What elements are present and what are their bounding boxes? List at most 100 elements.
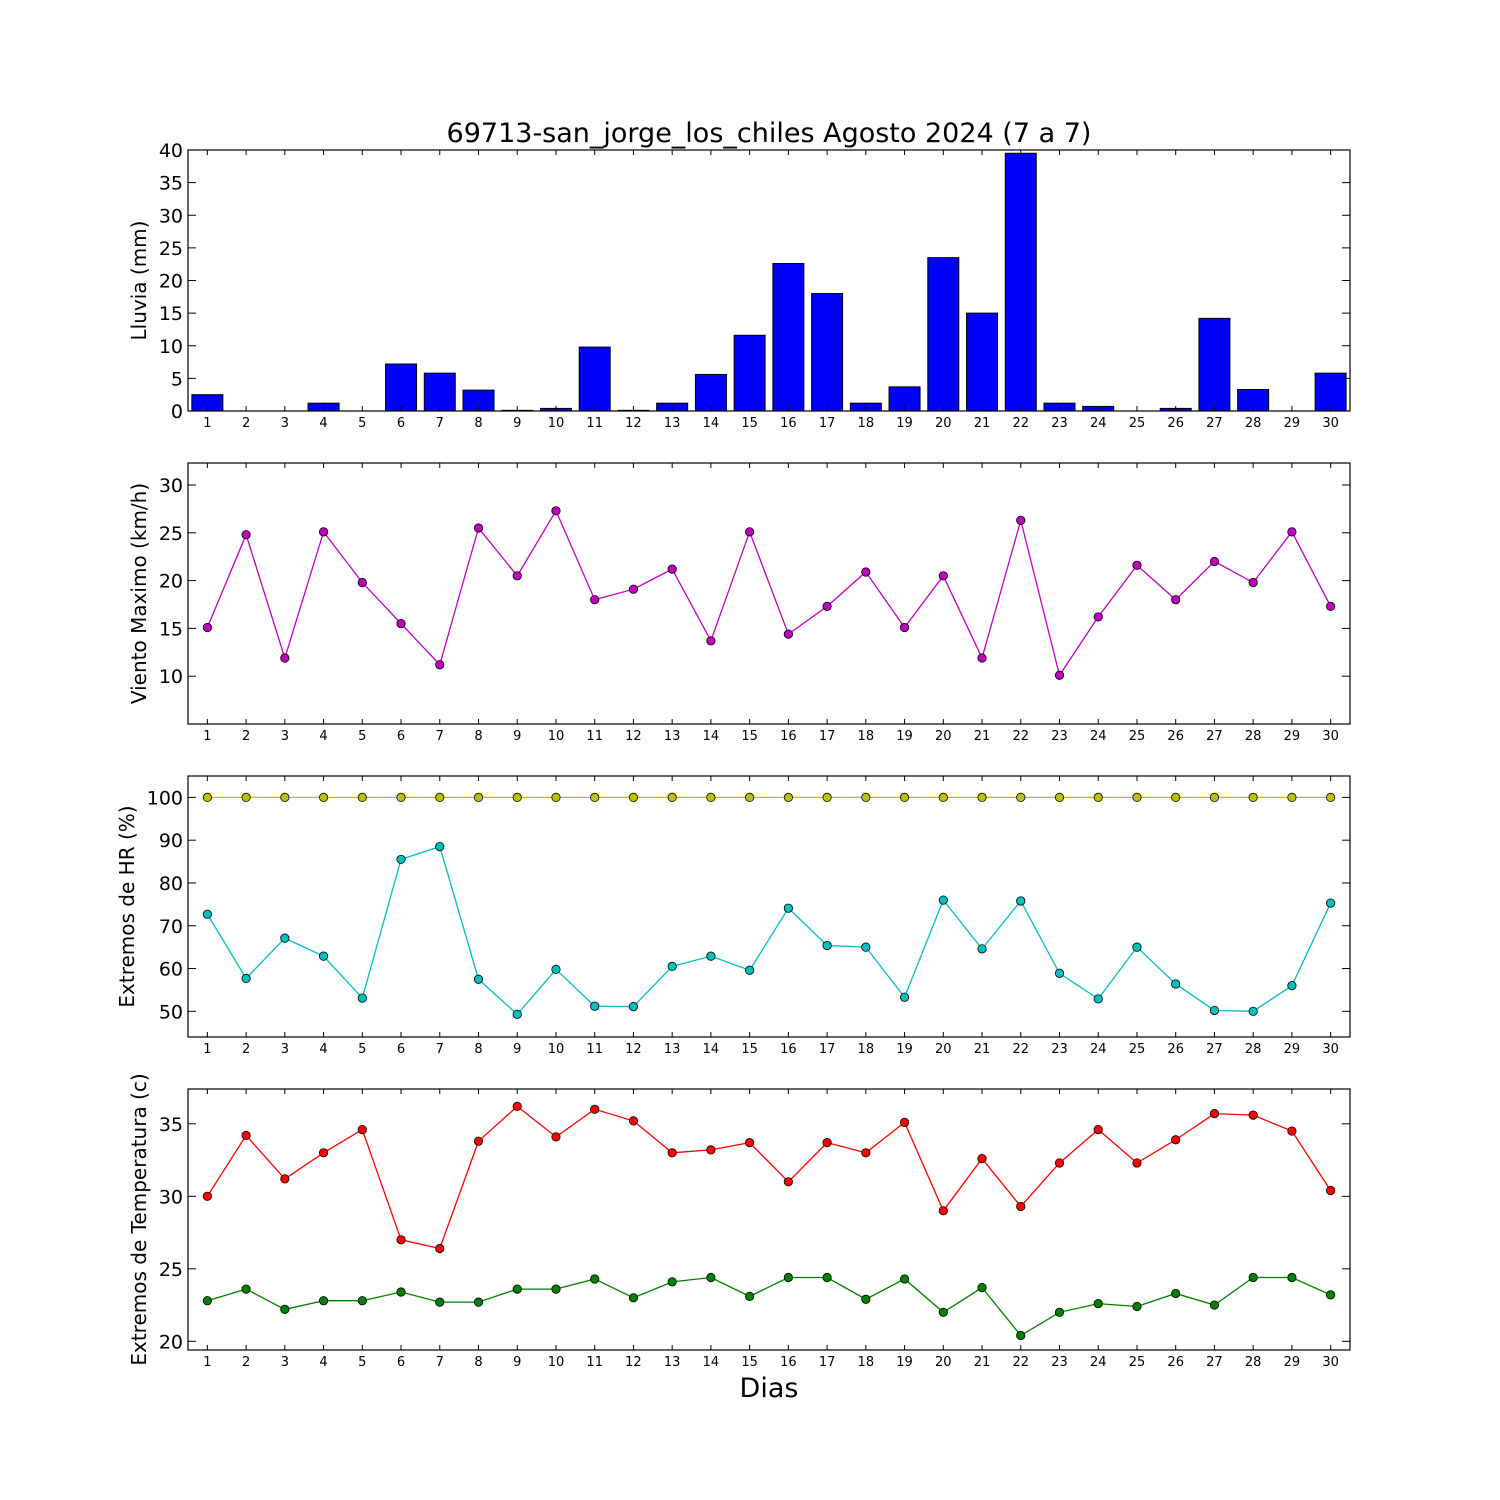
panel-lluvia-mm-ytick-label-40: 40 <box>159 140 183 162</box>
panel-extremos-de-hr-series-2-point-day-19 <box>899 992 910 1002</box>
panel-extremos-de-hr-series-1-point-day-28 <box>1248 792 1258 802</box>
panel-viento-maximo-km-h-series-1-point-day-8 <box>473 523 484 533</box>
panel-extremos-de-temperatura-c-series-1-point-day-1 <box>202 1191 212 1201</box>
panel-viento-maximo-km-h-xtick-label-8: 8 <box>474 729 482 744</box>
panel-viento-maximo-km-h-series-1-point-day-21 <box>977 653 987 663</box>
panel-extremos-de-temperatura-c-series-2-point-day-23 <box>1054 1307 1065 1317</box>
panel-viento-maximo-km-h-ytick-label-25: 25 <box>159 523 183 545</box>
panel-extremos-de-temperatura-c-series-2-point-day-15 <box>745 1291 755 1301</box>
panel-extremos-de-hr-series-2-point-day-7 <box>435 841 445 852</box>
panel-extremos-de-hr-series-2-point-day-16 <box>783 903 793 913</box>
panel-extremos-de-temperatura-c-series-2-line <box>207 1276 1331 1337</box>
panel-extremos-de-temperatura-c-xtick-label-13: 13 <box>664 1355 681 1370</box>
panel-extremos-de-temperatura-c-xtick-label-29: 29 <box>1284 1355 1301 1370</box>
panel-extremos-de-hr-series-2-point-day-13 <box>667 961 677 972</box>
panel-lluvia-mm-ytick-label-0: 0 <box>171 401 183 423</box>
panel-extremos-de-hr-series-1-point-day-14 <box>706 792 716 802</box>
panel-extremos-de-temperatura-c-series-1-point-day-16 <box>783 1177 793 1187</box>
panel-extremos-de-temperatura-c-xtick-label-30: 30 <box>1322 1355 1339 1370</box>
panel-lluvia-mm-xtick-label-3: 3 <box>281 416 289 431</box>
panel-extremos-de-hr-xtick-label-9: 9 <box>513 1042 521 1057</box>
panel-extremos-de-temperatura-c-series-1-point-day-28 <box>1248 1110 1258 1120</box>
panel-viento-maximo-km-h-series-1-point-day-28 <box>1248 577 1258 588</box>
panel-extremos-de-hr-series-1-point-day-20 <box>938 792 948 802</box>
x-axis-label: Dias <box>740 1373 799 1404</box>
panel-lluvia-mm-bar-day-7 <box>423 372 456 412</box>
panel-extremos-de-temperatura-c-xtick-label-4: 4 <box>319 1355 327 1370</box>
panel-extremos-de-temperatura-c-series-1-line <box>206 1105 1332 1250</box>
panel-extremos-de-hr-series-1-point-day-18 <box>861 792 871 802</box>
panel-viento-maximo-km-h-series-1-point-day-12 <box>628 584 639 594</box>
panel-extremos-de-hr-xtick-label-16: 16 <box>780 1042 797 1057</box>
panel-extremos-de-temperatura-c-series-2-point-day-26 <box>1171 1288 1181 1299</box>
panel-extremos-de-temperatura-c-series-1-point-day-10 <box>551 1132 561 1142</box>
panel-extremos-de-temperatura-c-series-2-point-day-11 <box>590 1274 600 1284</box>
panel-extremos-de-hr-series-1-point-day-4 <box>318 792 329 802</box>
panel-lluvia-mm-xtick-label-19: 19 <box>896 416 913 431</box>
panel-extremos-de-temperatura-c-ytick-label-20: 20 <box>159 1331 183 1353</box>
panel-extremos-de-hr-series-1-point-day-3 <box>280 792 290 802</box>
panel-viento-maximo-km-h-xtick-label-2: 2 <box>242 729 250 744</box>
panel-lluvia-mm-bar-day-30 <box>1314 372 1347 412</box>
panel-lluvia-mm-xtick-label-5: 5 <box>358 416 366 431</box>
panel-extremos-de-hr-series-1-point-day-19 <box>899 792 910 802</box>
panel-extremos-de-hr-series-1-point-day-9 <box>512 792 522 802</box>
panel-extremos-de-temperatura-c-series-2-point-day-7 <box>435 1297 445 1307</box>
panel-viento-maximo-km-h-series-1-point-day-26 <box>1171 595 1181 605</box>
panel-viento-maximo-km-h-xtick-label-14: 14 <box>703 729 720 744</box>
panel-lluvia-mm-xtick-label-21: 21 <box>974 416 991 431</box>
panel-extremos-de-temperatura-c-series-2-point-day-24 <box>1093 1299 1103 1309</box>
panel-extremos-de-temperatura-c-series-2-point-day-5 <box>357 1296 367 1306</box>
panel-extremos-de-temperatura-c-ytick-label-25: 25 <box>159 1259 183 1281</box>
panel-lluvia-mm-xtick-label-20: 20 <box>935 416 952 431</box>
panel-extremos-de-hr-ytick-label-90: 90 <box>159 830 183 852</box>
panel-extremos-de-temperatura-c-ylabel: Extremos de Temperatura (c) <box>127 1073 151 1365</box>
panel-extremos-de-temperatura-c-xtick-label-15: 15 <box>741 1355 758 1370</box>
panel-extremos-de-hr-ylabel: Extremos de HR (%) <box>115 805 139 1007</box>
panel-lluvia-mm-xtick-label-13: 13 <box>664 416 681 431</box>
panel-extremos-de-temperatura-c-xtick-label-5: 5 <box>358 1355 366 1370</box>
panel-viento-maximo-km-h-xtick-label-29: 29 <box>1284 729 1301 744</box>
panel-viento-maximo-km-h-xtick-label-3: 3 <box>281 729 289 744</box>
panel-extremos-de-hr-xtick-label-25: 25 <box>1129 1042 1146 1057</box>
panel-extremos-de-temperatura-c-xtick-label-25: 25 <box>1129 1355 1146 1370</box>
panel-extremos-de-hr-series-2-point-day-6 <box>396 854 406 865</box>
panel-viento-maximo-km-h-series-1-point-day-4 <box>318 527 329 537</box>
panel-extremos-de-temperatura-c-xtick-label-3: 3 <box>281 1355 289 1370</box>
panel-viento-maximo-km-h-xtick-label-16: 16 <box>780 729 797 744</box>
panel-viento-maximo-km-h-xtick-label-13: 13 <box>664 729 681 744</box>
panel-viento-maximo-km-h-xtick-label-26: 26 <box>1167 729 1184 744</box>
panel-viento-maximo-km-h-xtick-label-27: 27 <box>1206 729 1223 744</box>
panel-extremos-de-hr-series-1-point-day-5 <box>357 792 367 802</box>
panel-extremos-de-hr-series-2-point-day-26 <box>1171 979 1181 989</box>
panel-extremos-de-temperatura-c-series-1-point-day-27 <box>1209 1109 1220 1119</box>
panel-extremos-de-temperatura-c-series-1-point-day-9 <box>512 1101 522 1112</box>
panel-extremos-de-temperatura-c-xtick-label-9: 9 <box>513 1355 521 1370</box>
panel-extremos-de-temperatura-c-series-2-point-day-27 <box>1209 1300 1220 1310</box>
panel-viento-maximo-km-h-ytick-label-30: 30 <box>159 475 183 497</box>
panel-extremos-de-hr-xtick-label-24: 24 <box>1090 1042 1107 1057</box>
panel-extremos-de-temperatura-c-series-1-point-day-23 <box>1054 1158 1065 1168</box>
panel-viento-maximo-km-h: 1 2 3 4 5 6 7 8 9 10 11 12 13 14 15 16 17 18 19 20 21 22 23 24 2… <box>127 462 1351 744</box>
panel-lluvia-mm-xtick-label-17: 17 <box>819 416 836 431</box>
panel-viento-maximo-km-h-series-1-point-day-19 <box>899 622 910 633</box>
panel-extremos-de-hr-series-2-point-day-4 <box>318 951 329 961</box>
panel-extremos-de-hr-xtick-label-10: 10 <box>548 1042 565 1057</box>
panel-extremos-de-hr-xtick-label-2: 2 <box>242 1042 250 1057</box>
panel-viento-maximo-km-h-xtick-label-15: 15 <box>741 729 758 744</box>
panel-extremos-de-hr-ytick-label-70: 70 <box>159 916 183 938</box>
panel-extremos-de-hr-ytick-label-60: 60 <box>159 959 183 981</box>
panel-extremos-de-hr-xtick-label-20: 20 <box>935 1042 952 1057</box>
panel-lluvia-mm-xtick-label-15: 15 <box>741 416 758 431</box>
panel-extremos-de-temperatura-c-series-1-point-day-25 <box>1132 1158 1142 1168</box>
panel-viento-maximo-km-h-xtick-label-22: 22 <box>1012 729 1029 744</box>
panel-extremos-de-hr-xtick-label-23: 23 <box>1051 1042 1068 1057</box>
panel-lluvia-mm-ytick-label-30: 30 <box>159 205 183 227</box>
panel-extremos-de-hr-xtick-label-12: 12 <box>625 1042 642 1057</box>
panel-viento-maximo-km-h-series-1-point-day-24 <box>1093 612 1103 622</box>
panel-extremos-de-temperatura-c-xtick-label-17: 17 <box>819 1355 836 1370</box>
panel-viento-maximo-km-h-xtick-label-30: 30 <box>1322 729 1339 744</box>
panel-extremos-de-hr-series-2-line <box>206 845 1332 1016</box>
panel-lluvia-mm-ytick-label-20: 20 <box>159 271 183 293</box>
